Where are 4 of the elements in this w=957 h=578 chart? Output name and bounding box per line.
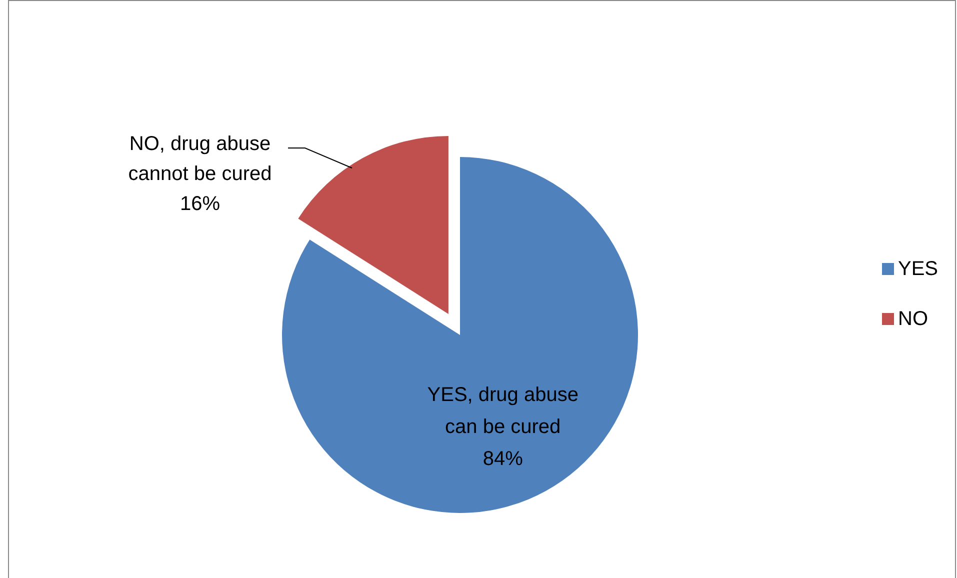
data-label: NO, drug abuse cannot be cured 16% (128, 133, 272, 215)
data-label: YES, drug abuse can be cured 84% (427, 384, 578, 470)
legend-label: YES (898, 258, 938, 280)
legend-label: NO (898, 308, 928, 330)
